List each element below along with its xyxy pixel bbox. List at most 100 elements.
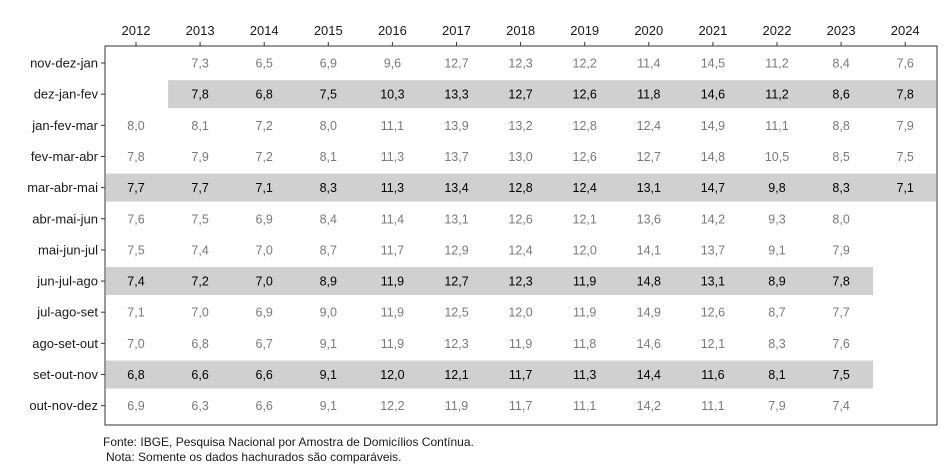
value-cell: 11,9: [445, 399, 468, 413]
value-cell: 11,9: [573, 275, 596, 289]
row-labels: nov-dez-jan dez-jan-fev jan-fev-mar fev-mar…: [27, 56, 98, 414]
value-cell: 8,4: [320, 212, 337, 226]
value-cell: 14,7: [701, 181, 725, 195]
row-label: nov-dez-jan: [30, 56, 98, 71]
value-cell: 8,9: [320, 275, 337, 289]
row-label: fev-mar-abr: [31, 149, 99, 164]
value-cell: 14,2: [637, 399, 661, 413]
row-label: mar-abr-mai: [27, 180, 98, 195]
value-cell: 13,6: [637, 212, 661, 226]
value-cell: 13,7: [701, 243, 725, 257]
value-cell: 13,7: [444, 150, 468, 164]
value-cell: 7,4: [191, 243, 208, 257]
highlight-bands: [106, 80, 937, 389]
value-cell: 12,8: [573, 119, 597, 133]
value-cell: 11,7: [509, 399, 532, 413]
value-cell: 11,3: [381, 181, 404, 195]
value-cell: 12,9: [444, 243, 468, 257]
value-cell: 8,3: [320, 181, 337, 195]
value-cell: 14,4: [637, 368, 661, 382]
value-cell: 8,0: [832, 212, 849, 226]
row-label: jun-jul-ago: [36, 274, 98, 289]
value-cell: 7,8: [897, 88, 914, 102]
value-cell: 11,1: [381, 119, 404, 133]
value-cell: 11,1: [701, 399, 724, 413]
value-cell: 6,6: [256, 368, 273, 382]
value-cell: 12,6: [573, 150, 597, 164]
value-cell: 12,1: [573, 212, 597, 226]
value-cell: 12,3: [444, 337, 468, 351]
year-label: 2022: [763, 23, 792, 38]
value-cell: 13,3: [444, 88, 468, 102]
value-cell: 14,2: [701, 212, 725, 226]
value-cell: 12,4: [637, 119, 661, 133]
year-label: 2021: [698, 23, 727, 38]
year-label: 2012: [122, 23, 151, 38]
value-cell: 11,7: [381, 243, 404, 257]
row-label: set-out-nov: [33, 367, 99, 382]
value-cell: 7,5: [320, 88, 337, 102]
row-label: abr-mai-jun: [32, 211, 98, 226]
value-cell: 13,0: [508, 150, 532, 164]
value-cell: 14,9: [637, 306, 661, 320]
highlight-band: [106, 360, 874, 389]
value-cell: 12,0: [508, 306, 532, 320]
year-label: 2014: [250, 23, 279, 38]
value-cell: 7,7: [127, 181, 144, 195]
value-cell: 7,3: [191, 57, 208, 71]
value-cell: 10,5: [765, 150, 789, 164]
value-cell: 7,1: [127, 306, 144, 320]
row-label: ago-set-out: [32, 336, 98, 351]
row-label: jan-fev-mar: [31, 118, 98, 133]
value-cell: 11,3: [381, 150, 404, 164]
value-cell: 14,9: [701, 119, 725, 133]
value-cell: 8,9: [768, 275, 785, 289]
value-cell: 14,8: [637, 275, 661, 289]
value-cell: 12,7: [444, 275, 468, 289]
value-cell: 6,3: [191, 399, 208, 413]
row-label: out-nov-dez: [29, 398, 98, 413]
highlight-band: [106, 267, 874, 296]
value-cell: 12,4: [573, 181, 597, 195]
value-cell: 9,6: [384, 57, 401, 71]
value-cell: 11,9: [509, 337, 532, 351]
value-cell: 7,5: [832, 368, 849, 382]
value-cell: 7,6: [127, 212, 144, 226]
value-cell: 6,6: [256, 399, 273, 413]
value-cell: 8,4: [832, 57, 849, 71]
value-cell: 12,0: [573, 243, 597, 257]
value-cell: 7,5: [191, 212, 208, 226]
value-cell: 11,4: [381, 212, 404, 226]
value-cell: 8,0: [127, 119, 144, 133]
value-cell: 7,8: [832, 275, 849, 289]
highlight-band: [106, 173, 936, 202]
value-cell: 7,9: [832, 243, 849, 257]
value-cell: 11,4: [637, 57, 660, 71]
value-cell: 11,9: [381, 306, 404, 320]
value-cell: 7,0: [256, 275, 273, 289]
year-label: 2024: [891, 23, 920, 38]
value-cell: 11,9: [381, 275, 404, 289]
value-cell: 13,9: [444, 119, 468, 133]
year-label: 2017: [442, 23, 471, 38]
value-cell: 6,8: [191, 337, 208, 351]
value-cell: 11,9: [381, 337, 404, 351]
row-label: jul-ago-set: [36, 305, 98, 320]
value-cell: 12,5: [444, 306, 468, 320]
value-cell: 6,6: [191, 368, 208, 382]
value-cell: 11,8: [573, 337, 596, 351]
row-label: dez-jan-fev: [34, 87, 99, 102]
value-cell: 7,0: [191, 306, 208, 320]
value-cell: 11,6: [701, 368, 724, 382]
value-cell: 7,5: [897, 150, 914, 164]
value-cell: 7,9: [897, 119, 914, 133]
value-cell: 14,5: [701, 57, 725, 71]
value-cell: 13,2: [508, 119, 532, 133]
year-label: 2019: [570, 23, 599, 38]
value-cell: 14,6: [637, 337, 661, 351]
source-note: Fonte: IBGE, Pesquisa Nacional por Amost…: [103, 435, 474, 449]
value-cell: 8,7: [768, 306, 785, 320]
value-cell: 9,0: [320, 306, 337, 320]
value-cells: 7,3 6,5 6,9 9,6 12,7 12,3 12,2 11,4 14,5 11,2 8,4 7…: [127, 57, 914, 414]
value-cell: 7,6: [832, 337, 849, 351]
